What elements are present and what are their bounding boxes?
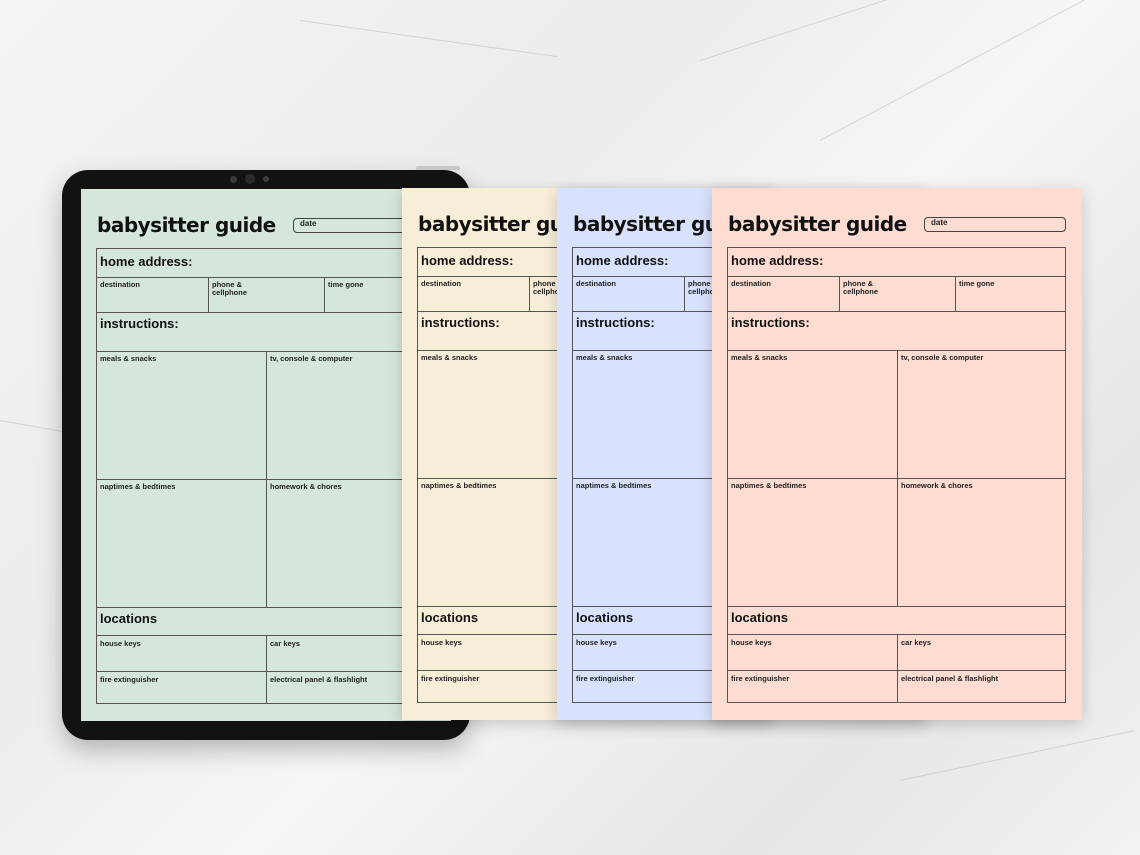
marble-vein [819, 0, 1086, 141]
locations-label: locations [576, 610, 634, 625]
marble-vein [299, 20, 558, 58]
date-label: date [931, 218, 948, 227]
time-gone-field[interactable]: time gone [325, 278, 434, 313]
sheet-title: babysitter guide [97, 213, 276, 237]
home-address-label: home address: [731, 253, 824, 268]
fire-extinguisher-field[interactable]: fire extinguisher [728, 671, 898, 702]
sensor-icon [263, 176, 269, 182]
planner-sheet-green: babysitter guide date home address: dest… [81, 189, 451, 721]
destination-label: destination [731, 279, 772, 288]
house-keys-field[interactable]: house keys [728, 635, 898, 671]
phone-field[interactable]: phone & cellphone [209, 278, 325, 313]
date-field[interactable]: date [924, 217, 1066, 232]
phone-label: phone & cellphone [843, 279, 879, 296]
naptimes-label: naptimes & bedtimes [100, 482, 176, 491]
home-address-label: home address: [421, 253, 514, 268]
destination-label: destination [576, 279, 617, 288]
instructions-section: instructions: [97, 313, 434, 352]
car-keys-label: car keys [901, 638, 932, 647]
homework-field[interactable]: homework & chores [898, 479, 1065, 607]
electrical-panel-field[interactable]: electrical panel & flashlight [267, 672, 434, 703]
fire-extinguisher-label: fire extinguisher [576, 674, 635, 683]
time-gone-label: time gone [959, 279, 995, 288]
phone-label: phone & cellphone [212, 280, 248, 297]
naptimes-label: naptimes & bedtimes [576, 481, 652, 490]
locations-label: locations [100, 611, 158, 626]
destination-field[interactable]: destination [418, 277, 530, 312]
time-gone-field[interactable]: time gone [956, 277, 1065, 312]
phone-field[interactable]: phone & cellphone [840, 277, 956, 312]
tablet-power-button [416, 166, 460, 170]
destination-label: destination [421, 279, 462, 288]
destination-field[interactable]: destination [97, 278, 209, 313]
electrical-panel-field[interactable]: electrical panel & flashlight [898, 671, 1065, 702]
home-address-section[interactable]: home address: [97, 249, 434, 278]
homework-label: homework & chores [270, 482, 342, 491]
tv-field[interactable]: tv, console & computer [267, 352, 434, 480]
naptimes-label: naptimes & bedtimes [731, 481, 807, 490]
meals-label: meals & snacks [100, 354, 157, 363]
fire-extinguisher-label: fire extinguisher [731, 674, 790, 683]
camera-icon [230, 176, 237, 183]
meals-label: meals & snacks [576, 353, 633, 362]
guide-grid: home address: destination phone & cellph… [727, 247, 1066, 703]
electrical-panel-label: electrical panel & flashlight [270, 675, 368, 684]
marble-vein [699, 0, 1100, 61]
homework-field[interactable]: homework & chores [267, 480, 434, 608]
marble-vein [899, 730, 1135, 781]
fire-extinguisher-label: fire extinguisher [421, 674, 480, 683]
house-keys-label: house keys [731, 638, 772, 647]
house-keys-label: house keys [421, 638, 462, 647]
planner-sheet-peach: babysitter guide date home address: dest… [712, 188, 1082, 720]
locations-label: locations [731, 610, 789, 625]
camera-icon [245, 174, 255, 184]
instructions-label: instructions: [421, 315, 500, 330]
instructions-section: instructions: [728, 312, 1065, 351]
naptimes-field[interactable]: naptimes & bedtimes [728, 479, 898, 607]
instructions-label: instructions: [576, 315, 655, 330]
sheet-title: babysitter guide [728, 212, 907, 236]
date-label: date [300, 219, 317, 228]
destination-field[interactable]: destination [573, 277, 685, 312]
destination-field[interactable]: destination [728, 277, 840, 312]
meals-field[interactable]: meals & snacks [97, 352, 267, 480]
house-keys-field[interactable]: house keys [97, 636, 267, 672]
car-keys-field[interactable]: car keys [898, 635, 1065, 671]
phone-label: phone & cellphone [533, 279, 569, 296]
tv-field[interactable]: tv, console & computer [898, 351, 1065, 479]
car-keys-field[interactable]: car keys [267, 636, 434, 672]
car-keys-label: car keys [270, 639, 301, 648]
house-keys-label: house keys [576, 638, 617, 647]
guide-grid: home address: destination phone & cellph… [96, 248, 435, 704]
home-address-label: home address: [100, 254, 193, 269]
instructions-label: instructions: [100, 316, 179, 331]
instructions-label: instructions: [731, 315, 810, 330]
naptimes-field[interactable]: naptimes & bedtimes [97, 480, 267, 608]
meals-field[interactable]: meals & snacks [728, 351, 898, 479]
meals-label: meals & snacks [731, 353, 788, 362]
home-address-section[interactable]: home address: [728, 248, 1065, 277]
tv-label: tv, console & computer [270, 354, 353, 363]
electrical-panel-label: electrical panel & flashlight [901, 674, 999, 683]
naptimes-label: naptimes & bedtimes [421, 481, 497, 490]
locations-label: locations [421, 610, 479, 625]
locations-section: locations [728, 607, 1065, 635]
meals-label: meals & snacks [421, 353, 478, 362]
tv-label: tv, console & computer [901, 353, 984, 362]
house-keys-label: house keys [100, 639, 141, 648]
destination-label: destination [100, 280, 141, 289]
phone-label: phone & cellphone [688, 279, 724, 296]
fire-extinguisher-label: fire extinguisher [100, 675, 159, 684]
fire-extinguisher-field[interactable]: fire extinguisher [97, 672, 267, 703]
locations-section: locations [97, 608, 434, 636]
home-address-label: home address: [576, 253, 669, 268]
time-gone-label: time gone [328, 280, 364, 289]
marble-vein [0, 420, 70, 434]
homework-label: homework & chores [901, 481, 973, 490]
